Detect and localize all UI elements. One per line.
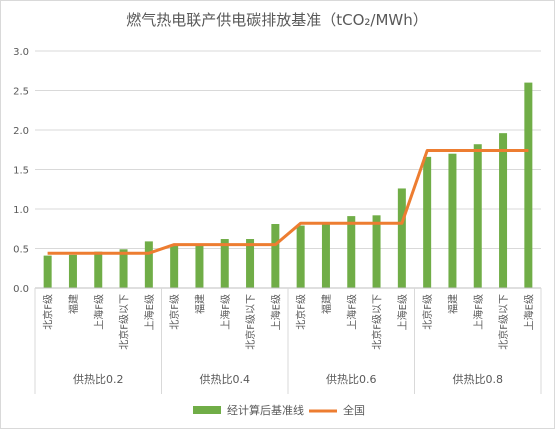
- bar: [423, 156, 432, 288]
- x-category-label: 北京F级: [168, 294, 181, 330]
- y-tick-label: 3.0: [13, 47, 29, 58]
- bar: [220, 239, 229, 288]
- y-tick-label: 1.0: [13, 205, 29, 216]
- bar: [144, 241, 153, 288]
- x-category-label: 福建: [320, 294, 333, 314]
- x-category-label: 上海F级: [219, 294, 232, 330]
- bar: [321, 223, 330, 288]
- bar: [448, 153, 457, 288]
- gridlines: [35, 50, 541, 289]
- y-axis: 0.0 0.5 1.0 1.5 2.0 2.5 3.0: [13, 47, 29, 295]
- x-category-label: 北京F级以下: [118, 294, 131, 350]
- series-line-全国: [47, 149, 529, 255]
- x-category-label: 北京F级以下: [497, 294, 510, 350]
- x-category-label: 上海F级: [345, 294, 358, 330]
- x-category-label: 北京F级: [42, 294, 55, 330]
- legend-label: 全国: [343, 403, 365, 417]
- bar: [397, 188, 406, 288]
- x-category-label: 上海E级: [269, 294, 282, 330]
- x-category-label: 上海E级: [143, 294, 156, 330]
- x-category-label: 北京F级: [421, 294, 434, 330]
- x-category-label: 北京F级: [295, 294, 308, 330]
- bar: [94, 251, 103, 288]
- bar: [499, 133, 508, 288]
- bar-series: [43, 82, 533, 288]
- x-category-label: 北京F级以下: [371, 294, 384, 350]
- bar: [68, 254, 77, 288]
- bar: [347, 216, 356, 288]
- line-series: [47, 149, 529, 255]
- chart-title: 燃气热电联产供电碳排放基准（tCO₂/MWh）: [126, 11, 428, 29]
- y-tick-label: 0.0: [13, 284, 29, 295]
- bar: [119, 249, 128, 288]
- bar: [43, 255, 52, 288]
- y-tick-label: 0.5: [13, 245, 29, 256]
- x-axis: 北京F级 福建 上海F级 北京F级以下 上海E级 北京F级 福建 上海F级 北京F级以下 上海E级…: [34, 287, 542, 394]
- bar: [195, 243, 204, 288]
- legend-swatch-bar: [193, 406, 221, 414]
- bar: [271, 224, 280, 288]
- bar: [372, 215, 381, 288]
- x-category-label: 北京F级以下: [244, 294, 257, 350]
- legend-label: 经计算后基准线: [227, 403, 304, 417]
- y-tick-label: 2.0: [13, 126, 29, 137]
- x-category-label: 上海F级: [472, 294, 485, 330]
- group-label: 供热比0.4: [200, 372, 251, 386]
- x-category-label: 福建: [446, 294, 459, 314]
- bar: [473, 144, 482, 288]
- bar: [246, 239, 255, 288]
- x-category-label: 福建: [67, 294, 80, 314]
- bar: [296, 225, 305, 288]
- x-category-label: 上海F级: [92, 294, 105, 330]
- bar: [170, 245, 179, 288]
- y-tick-label: 2.5: [13, 87, 29, 98]
- group-label: 供热比0.8: [453, 372, 504, 386]
- x-category-label: 上海E级: [522, 294, 535, 330]
- group-label: 供热比0.2: [73, 372, 124, 386]
- bar: [524, 82, 533, 288]
- legend: 经计算后基准线 全国: [193, 403, 365, 417]
- x-category-label: 上海E级: [396, 294, 409, 330]
- group-label: 供热比0.6: [326, 372, 377, 386]
- x-category-label: 福建: [194, 294, 207, 314]
- y-tick-label: 1.5: [13, 166, 29, 177]
